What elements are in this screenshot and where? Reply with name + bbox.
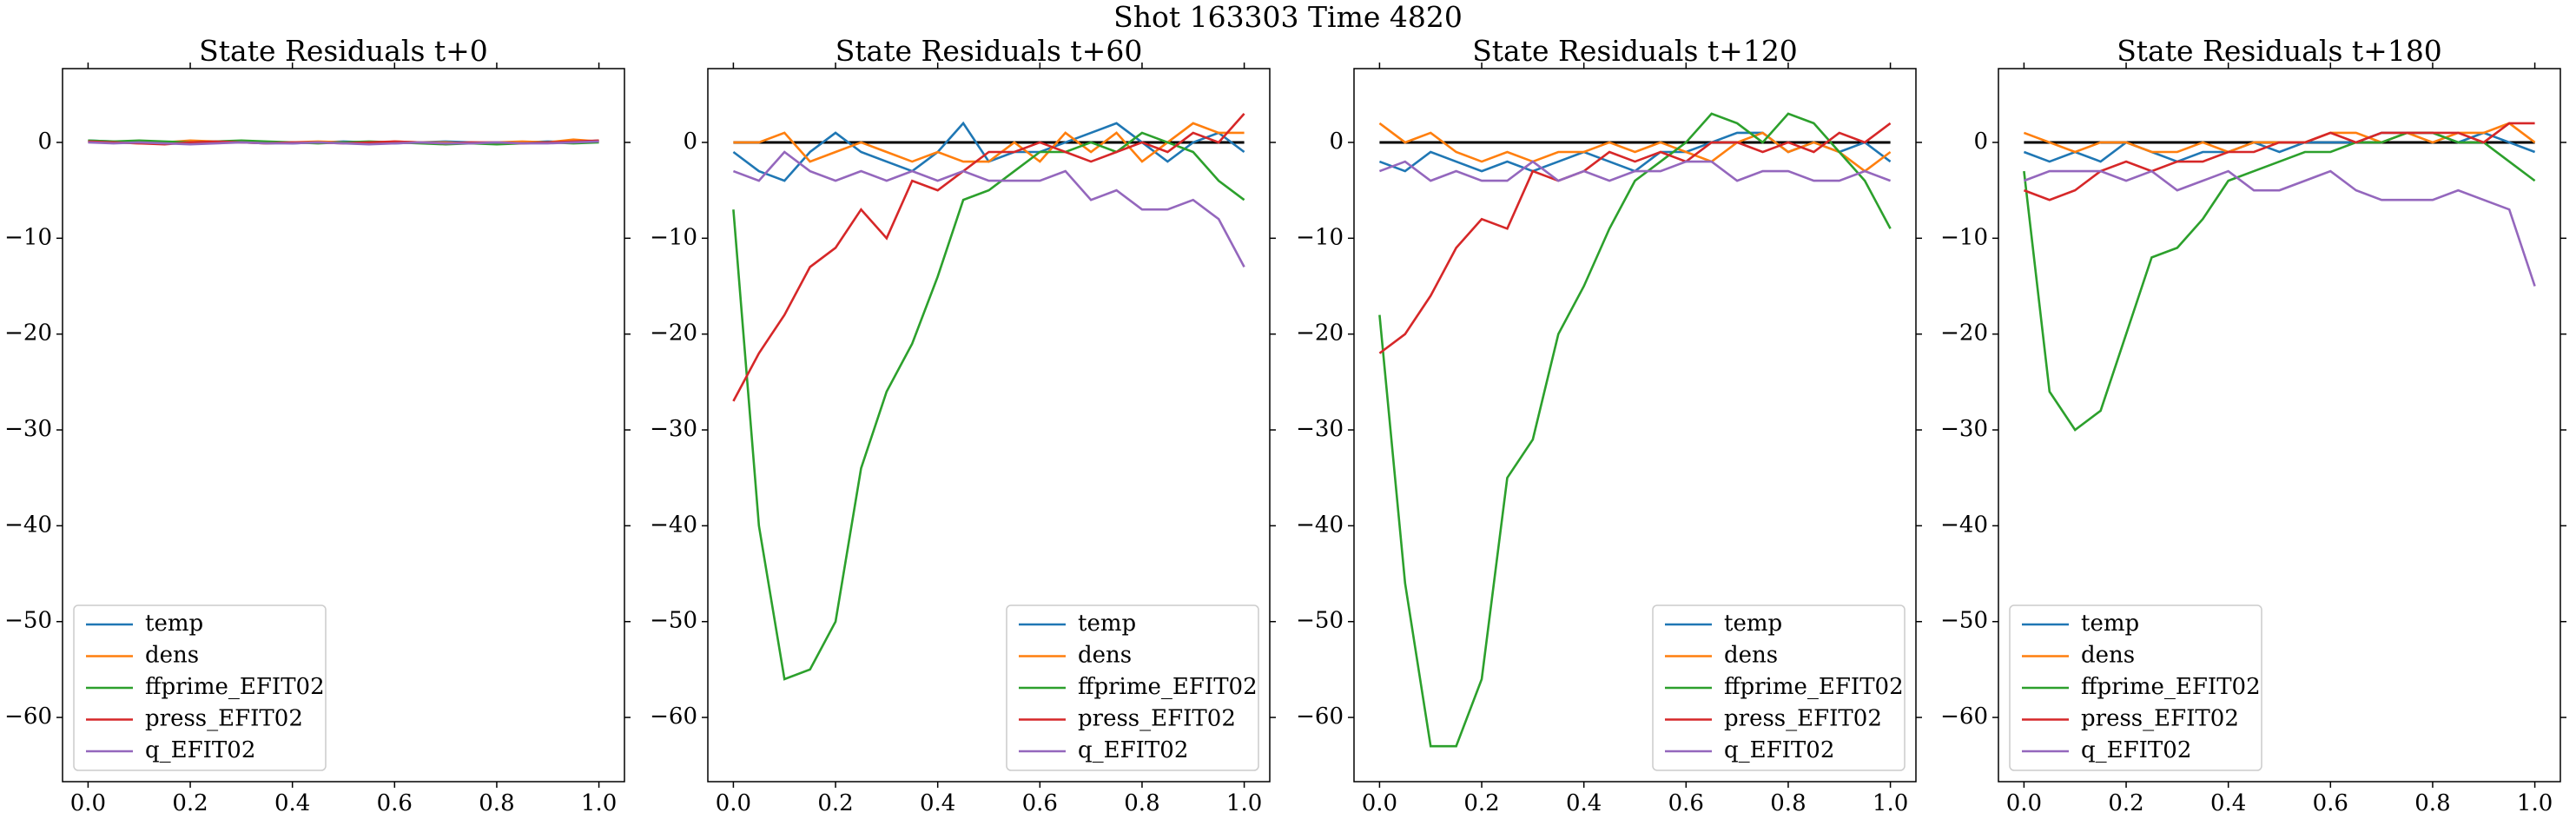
y-tick-label: 0 xyxy=(683,129,697,155)
legend-label: temp xyxy=(2081,611,2139,637)
y-tick-label: −60 xyxy=(4,703,52,730)
y-tick-label: −40 xyxy=(4,512,52,538)
series-line xyxy=(2023,169,2536,287)
series-line xyxy=(1378,122,1892,354)
legend-label: dens xyxy=(2081,643,2135,669)
y-tick-label: −50 xyxy=(4,608,52,634)
y-tick-label: −20 xyxy=(1940,320,1988,347)
series-line xyxy=(732,150,1245,268)
legend-label: q_EFIT02 xyxy=(2081,737,2191,763)
x-tick-label: 0.4 xyxy=(2210,790,2246,816)
y-tick-label: 0 xyxy=(1973,129,1988,155)
y-tick-label: −10 xyxy=(4,224,52,250)
x-tick-label: 0.0 xyxy=(70,790,106,816)
x-tick-label: 0.6 xyxy=(2313,790,2348,816)
series-line xyxy=(1378,160,1892,182)
series-line xyxy=(732,112,1245,402)
y-tick-label: −60 xyxy=(1940,703,1988,730)
legend-label: ffprime_EFIT02 xyxy=(1078,674,1258,700)
series-line xyxy=(732,131,1245,681)
legend-label: ffprime_EFIT02 xyxy=(145,674,325,700)
x-tick-label: 0.6 xyxy=(377,790,413,816)
x-tick-label: 1.0 xyxy=(2517,790,2553,816)
x-tick-label: 0.4 xyxy=(920,790,955,816)
series-line xyxy=(1378,122,1892,173)
legend-label: q_EFIT02 xyxy=(145,737,255,763)
y-tick-label: 0 xyxy=(37,129,52,155)
series-line xyxy=(88,140,599,146)
x-tick-label: 0.8 xyxy=(2414,790,2450,816)
x-tick-label: 0.0 xyxy=(1362,790,1397,816)
x-tick-label: 1.0 xyxy=(1873,790,1908,816)
y-tick-label: −50 xyxy=(1296,608,1344,634)
y-tick-label: −30 xyxy=(1940,416,1988,442)
x-tick-label: 0.2 xyxy=(2108,790,2143,816)
legend-label: dens xyxy=(1724,643,1778,669)
legend-label: ffprime_EFIT02 xyxy=(2081,674,2261,700)
legend-label: q_EFIT02 xyxy=(1724,737,1834,763)
legend-box xyxy=(73,604,327,771)
x-tick-label: 0.4 xyxy=(274,790,310,816)
y-tick-label: −10 xyxy=(1940,224,1988,250)
subplot-title: State Residuals t+120 xyxy=(1472,34,1798,68)
x-tick-label: 0.0 xyxy=(2006,790,2042,816)
x-tick-label: 0.6 xyxy=(1668,790,1704,816)
legend-label: temp xyxy=(1078,611,1136,637)
y-tick-label: −20 xyxy=(1296,320,1344,347)
legend-label: ffprime_EFIT02 xyxy=(1724,674,1904,700)
legend-label: temp xyxy=(1724,611,1782,637)
y-tick-label: −10 xyxy=(650,224,697,250)
x-tick-label: 0.4 xyxy=(1566,790,1602,816)
series-line xyxy=(1378,112,1892,748)
legend-label: press_EFIT02 xyxy=(2081,706,2239,732)
legend-label: temp xyxy=(145,611,203,637)
y-tick-label: −30 xyxy=(4,416,52,442)
legend-box xyxy=(1652,604,1906,771)
y-tick-label: −20 xyxy=(4,320,52,347)
x-tick-label: 0.2 xyxy=(1463,790,1499,816)
legend-box xyxy=(2009,604,2262,771)
x-tick-label: 1.0 xyxy=(1226,790,1262,816)
x-tick-label: 1.0 xyxy=(581,790,617,816)
series-line xyxy=(2023,122,2535,201)
y-tick-label: −30 xyxy=(650,416,697,442)
series-line xyxy=(2023,131,2536,432)
x-tick-label: 0.2 xyxy=(817,790,853,816)
y-tick-label: −40 xyxy=(650,512,697,538)
legend-label: press_EFIT02 xyxy=(145,706,303,732)
y-tick-label: 0 xyxy=(1329,129,1344,155)
y-tick-label: −50 xyxy=(1940,608,1988,634)
x-tick-label: 0.8 xyxy=(479,790,514,816)
legend-label: dens xyxy=(1078,643,1132,669)
figure-title: Shot 163303 Time 4820 xyxy=(1113,0,1463,34)
y-tick-label: −60 xyxy=(1296,703,1344,730)
x-tick-label: 0.8 xyxy=(1770,790,1806,816)
legend-label: press_EFIT02 xyxy=(1724,706,1882,732)
y-tick-label: −50 xyxy=(650,608,697,634)
y-tick-label: −60 xyxy=(650,703,697,730)
x-tick-label: 0.8 xyxy=(1124,790,1159,816)
axes-frame xyxy=(707,68,1271,783)
y-tick-label: −10 xyxy=(1296,224,1344,250)
x-tick-label: 0.6 xyxy=(1022,790,1058,816)
x-tick-label: 0.0 xyxy=(716,790,751,816)
subplot-title: State Residuals t+180 xyxy=(2117,34,2442,68)
subplot-title: State Residuals t+60 xyxy=(836,34,1143,68)
subplot-title: State Residuals t+0 xyxy=(199,34,488,68)
x-tick-label: 0.2 xyxy=(172,790,208,816)
legend-label: q_EFIT02 xyxy=(1078,737,1188,763)
legend-label: press_EFIT02 xyxy=(1078,706,1236,732)
axes-frame xyxy=(62,68,625,783)
y-tick-label: −40 xyxy=(1296,512,1344,538)
axes-frame xyxy=(1998,68,2561,783)
y-tick-label: −40 xyxy=(1940,512,1988,538)
legend-box xyxy=(1006,604,1259,771)
legend-label: dens xyxy=(145,643,199,669)
y-tick-label: −20 xyxy=(650,320,697,347)
y-tick-label: −30 xyxy=(1296,416,1344,442)
axes-frame xyxy=(1353,68,1917,783)
